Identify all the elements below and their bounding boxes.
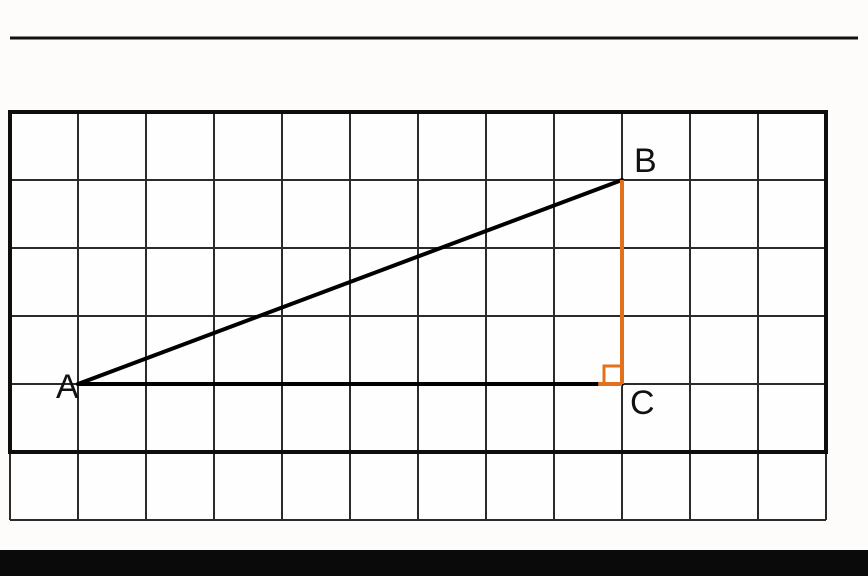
point-label-b: B — [634, 142, 657, 180]
diagram-svg: A B C — [0, 0, 868, 576]
point-label-c: C — [630, 384, 655, 422]
diagram-stage: A B C — [0, 0, 868, 576]
point-label-a: A — [56, 368, 79, 406]
